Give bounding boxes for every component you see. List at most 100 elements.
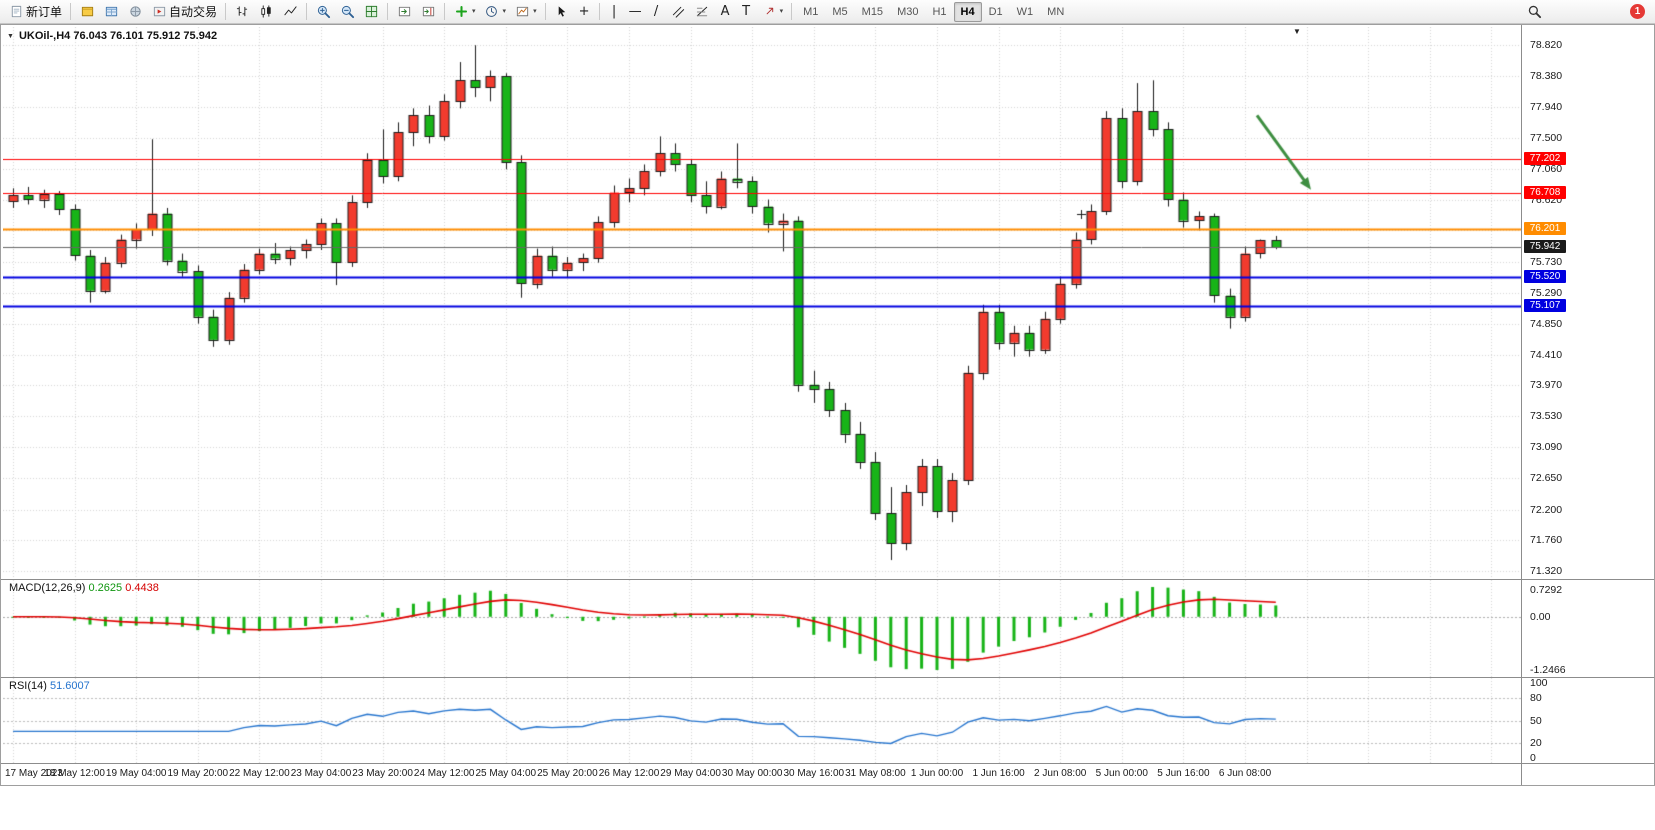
trendline-tool-button[interactable]: / bbox=[646, 2, 667, 22]
chevron-down-icon: ▾ bbox=[779, 7, 784, 15]
auto-scroll-button[interactable] bbox=[392, 2, 416, 22]
channel-icon bbox=[671, 4, 687, 20]
price-level-tag: 76.201 bbox=[1524, 221, 1566, 235]
search-icon bbox=[1526, 4, 1542, 20]
time-axis-label: 30 May 00:00 bbox=[721, 768, 783, 779]
price-tick-label: 78.380 bbox=[1530, 70, 1563, 83]
rsi-panel-separator[interactable] bbox=[1, 677, 1654, 678]
chart-shift-marker[interactable]: ▼ bbox=[1293, 27, 1301, 36]
macd-indicator-label: MACD(12,26,9) 0.2625 0.4438 bbox=[9, 582, 159, 594]
time-axis-label: 19 May 04:00 bbox=[105, 768, 167, 779]
timeframe-h4-button[interactable]: H4 bbox=[953, 1, 982, 22]
channel-tool-button[interactable] bbox=[667, 2, 691, 22]
vertical-line-tool-button[interactable]: | bbox=[604, 2, 625, 22]
line-chart-mode-button[interactable] bbox=[278, 2, 302, 22]
grid-blue-icon bbox=[103, 4, 119, 20]
timeframe-d1-button[interactable]: D1 bbox=[988, 5, 1003, 18]
time-axis-label: 2 Jun 08:00 bbox=[1034, 768, 1087, 779]
macd-panel-separator[interactable] bbox=[1, 579, 1654, 580]
indicators-icon bbox=[453, 4, 469, 20]
text-label-tool-icon: T bbox=[742, 3, 751, 19]
autotrading-label: 自动交易 bbox=[169, 5, 218, 19]
zoom-out-button[interactable] bbox=[335, 2, 359, 22]
symbol-search-button[interactable] bbox=[1522, 2, 1546, 22]
macd-scale-max-label: 0.7292 bbox=[1530, 584, 1563, 596]
time-axis-separator bbox=[1, 763, 1654, 764]
chart-shift-button[interactable] bbox=[416, 2, 440, 22]
price-tick-label: 71.320 bbox=[1530, 565, 1563, 578]
autotrading-button[interactable]: 自动交易 bbox=[147, 2, 221, 22]
arrows-tool-button[interactable]: ▾ bbox=[757, 2, 788, 22]
chart-window: ▼ UKOil-,H4 76.043 76.101 75.912 75.942 … bbox=[0, 24, 1655, 786]
toolbar-separator bbox=[791, 3, 793, 20]
new-order-label: 新订单 bbox=[26, 5, 63, 19]
time-axis-label: 1 Jun 16:00 bbox=[972, 768, 1025, 779]
time-axis-label: 23 May 04:00 bbox=[290, 768, 352, 779]
timeframe-m30-button[interactable]: M30 bbox=[897, 5, 919, 18]
auto-scroll-icon bbox=[396, 4, 412, 20]
timeframe-w1-button[interactable]: W1 bbox=[1016, 5, 1034, 18]
macd-value: 0.2625 bbox=[88, 582, 123, 594]
text-label-tool-button[interactable]: T bbox=[736, 2, 757, 22]
toolbar-separator bbox=[70, 3, 72, 20]
toolbar-right-group: 1 bbox=[1522, 2, 1651, 22]
price-tick-label: 72.200 bbox=[1530, 503, 1563, 516]
toolbar-separator bbox=[306, 3, 308, 20]
price-tick-label: 77.940 bbox=[1530, 100, 1563, 113]
price-tick-label: 77.500 bbox=[1530, 131, 1563, 144]
macd-panel-canvas[interactable] bbox=[3, 580, 1521, 677]
cursor-button[interactable] bbox=[550, 2, 574, 22]
clock-icon bbox=[484, 4, 500, 20]
new-order-icon bbox=[8, 4, 24, 20]
timeframe-m5-button[interactable]: M5 bbox=[832, 5, 848, 18]
fibonacci-tool-button[interactable] bbox=[691, 2, 715, 22]
time-axis-label: 5 Jun 00:00 bbox=[1095, 768, 1148, 779]
time-axis-label: 19 May 20:00 bbox=[167, 768, 229, 779]
tile-grid-icon bbox=[363, 4, 379, 20]
rsi-scale-label: 0 bbox=[1530, 752, 1536, 764]
chart-title-text: UKOil-,H4 76.043 76.101 75.912 75.942 bbox=[18, 30, 218, 42]
text-tool-button[interactable]: A bbox=[715, 2, 736, 22]
price-level-tag: 75.520 bbox=[1524, 269, 1566, 283]
main-chart-canvas[interactable] bbox=[3, 27, 1521, 579]
toolbar-separator bbox=[544, 3, 546, 20]
new-order-button[interactable]: 新订单 bbox=[4, 2, 66, 22]
periods-button[interactable]: ▾ bbox=[480, 2, 511, 22]
candle-chart-mode-button[interactable] bbox=[254, 2, 278, 22]
time-axis-label: 31 May 08:00 bbox=[845, 768, 906, 779]
rsi-panel-canvas[interactable] bbox=[3, 678, 1521, 763]
bar-chart-mode-button[interactable] bbox=[230, 2, 254, 22]
timeframe-mn-button[interactable]: MN bbox=[1047, 5, 1065, 18]
indicators-button[interactable]: ▾ bbox=[449, 2, 480, 22]
time-axis-label: 5 Jun 16:00 bbox=[1157, 768, 1210, 779]
crosshair-icon: + bbox=[578, 3, 590, 19]
chart-windows-button[interactable] bbox=[75, 2, 99, 22]
line-chart-icon bbox=[282, 4, 298, 20]
toolbar-left-group: 新订单 自动交易 ▾ ▾ ▾ + | — / A T ▾ M1 M5 M15 M30 H1 H4 D1 W1 MN bbox=[4, 0, 1071, 24]
zoom-in-button[interactable] bbox=[311, 2, 335, 22]
templates-button[interactable]: ▾ bbox=[510, 2, 541, 22]
toolbar-separator bbox=[387, 3, 389, 20]
toolbar-separator bbox=[598, 3, 600, 20]
market-watch-button[interactable] bbox=[99, 2, 123, 22]
macd-scale-zero-label: 0.00 bbox=[1530, 610, 1551, 623]
toolbar-separator bbox=[444, 3, 446, 20]
price-level-tag: 76.708 bbox=[1524, 186, 1566, 200]
time-axis-label: 17 May 2023 bbox=[5, 768, 63, 779]
macd-scale-min-label: -1.2466 bbox=[1530, 664, 1566, 676]
one-click-trading-toggle[interactable]: ▼ bbox=[7, 32, 14, 40]
horizontal-line-tool-button[interactable]: — bbox=[625, 2, 646, 22]
price-level-tag: 75.107 bbox=[1524, 298, 1566, 312]
tile-windows-button[interactable] bbox=[359, 2, 383, 22]
timeframe-m1-button[interactable]: M1 bbox=[803, 5, 819, 18]
window-gold-icon bbox=[79, 4, 95, 20]
timeframe-h1-button[interactable]: H1 bbox=[932, 5, 947, 18]
notification-badge[interactable]: 1 bbox=[1630, 4, 1645, 19]
price-level-tag: 77.202 bbox=[1524, 151, 1566, 165]
rsi-scale-label: 100 bbox=[1530, 677, 1548, 689]
navigator-button[interactable] bbox=[123, 2, 147, 22]
crosshair-button[interactable]: + bbox=[574, 2, 595, 22]
timeframe-m15-button[interactable]: M15 bbox=[861, 5, 884, 18]
bar-chart-icon bbox=[234, 4, 250, 20]
trendline-tool-icon: / bbox=[653, 3, 659, 19]
